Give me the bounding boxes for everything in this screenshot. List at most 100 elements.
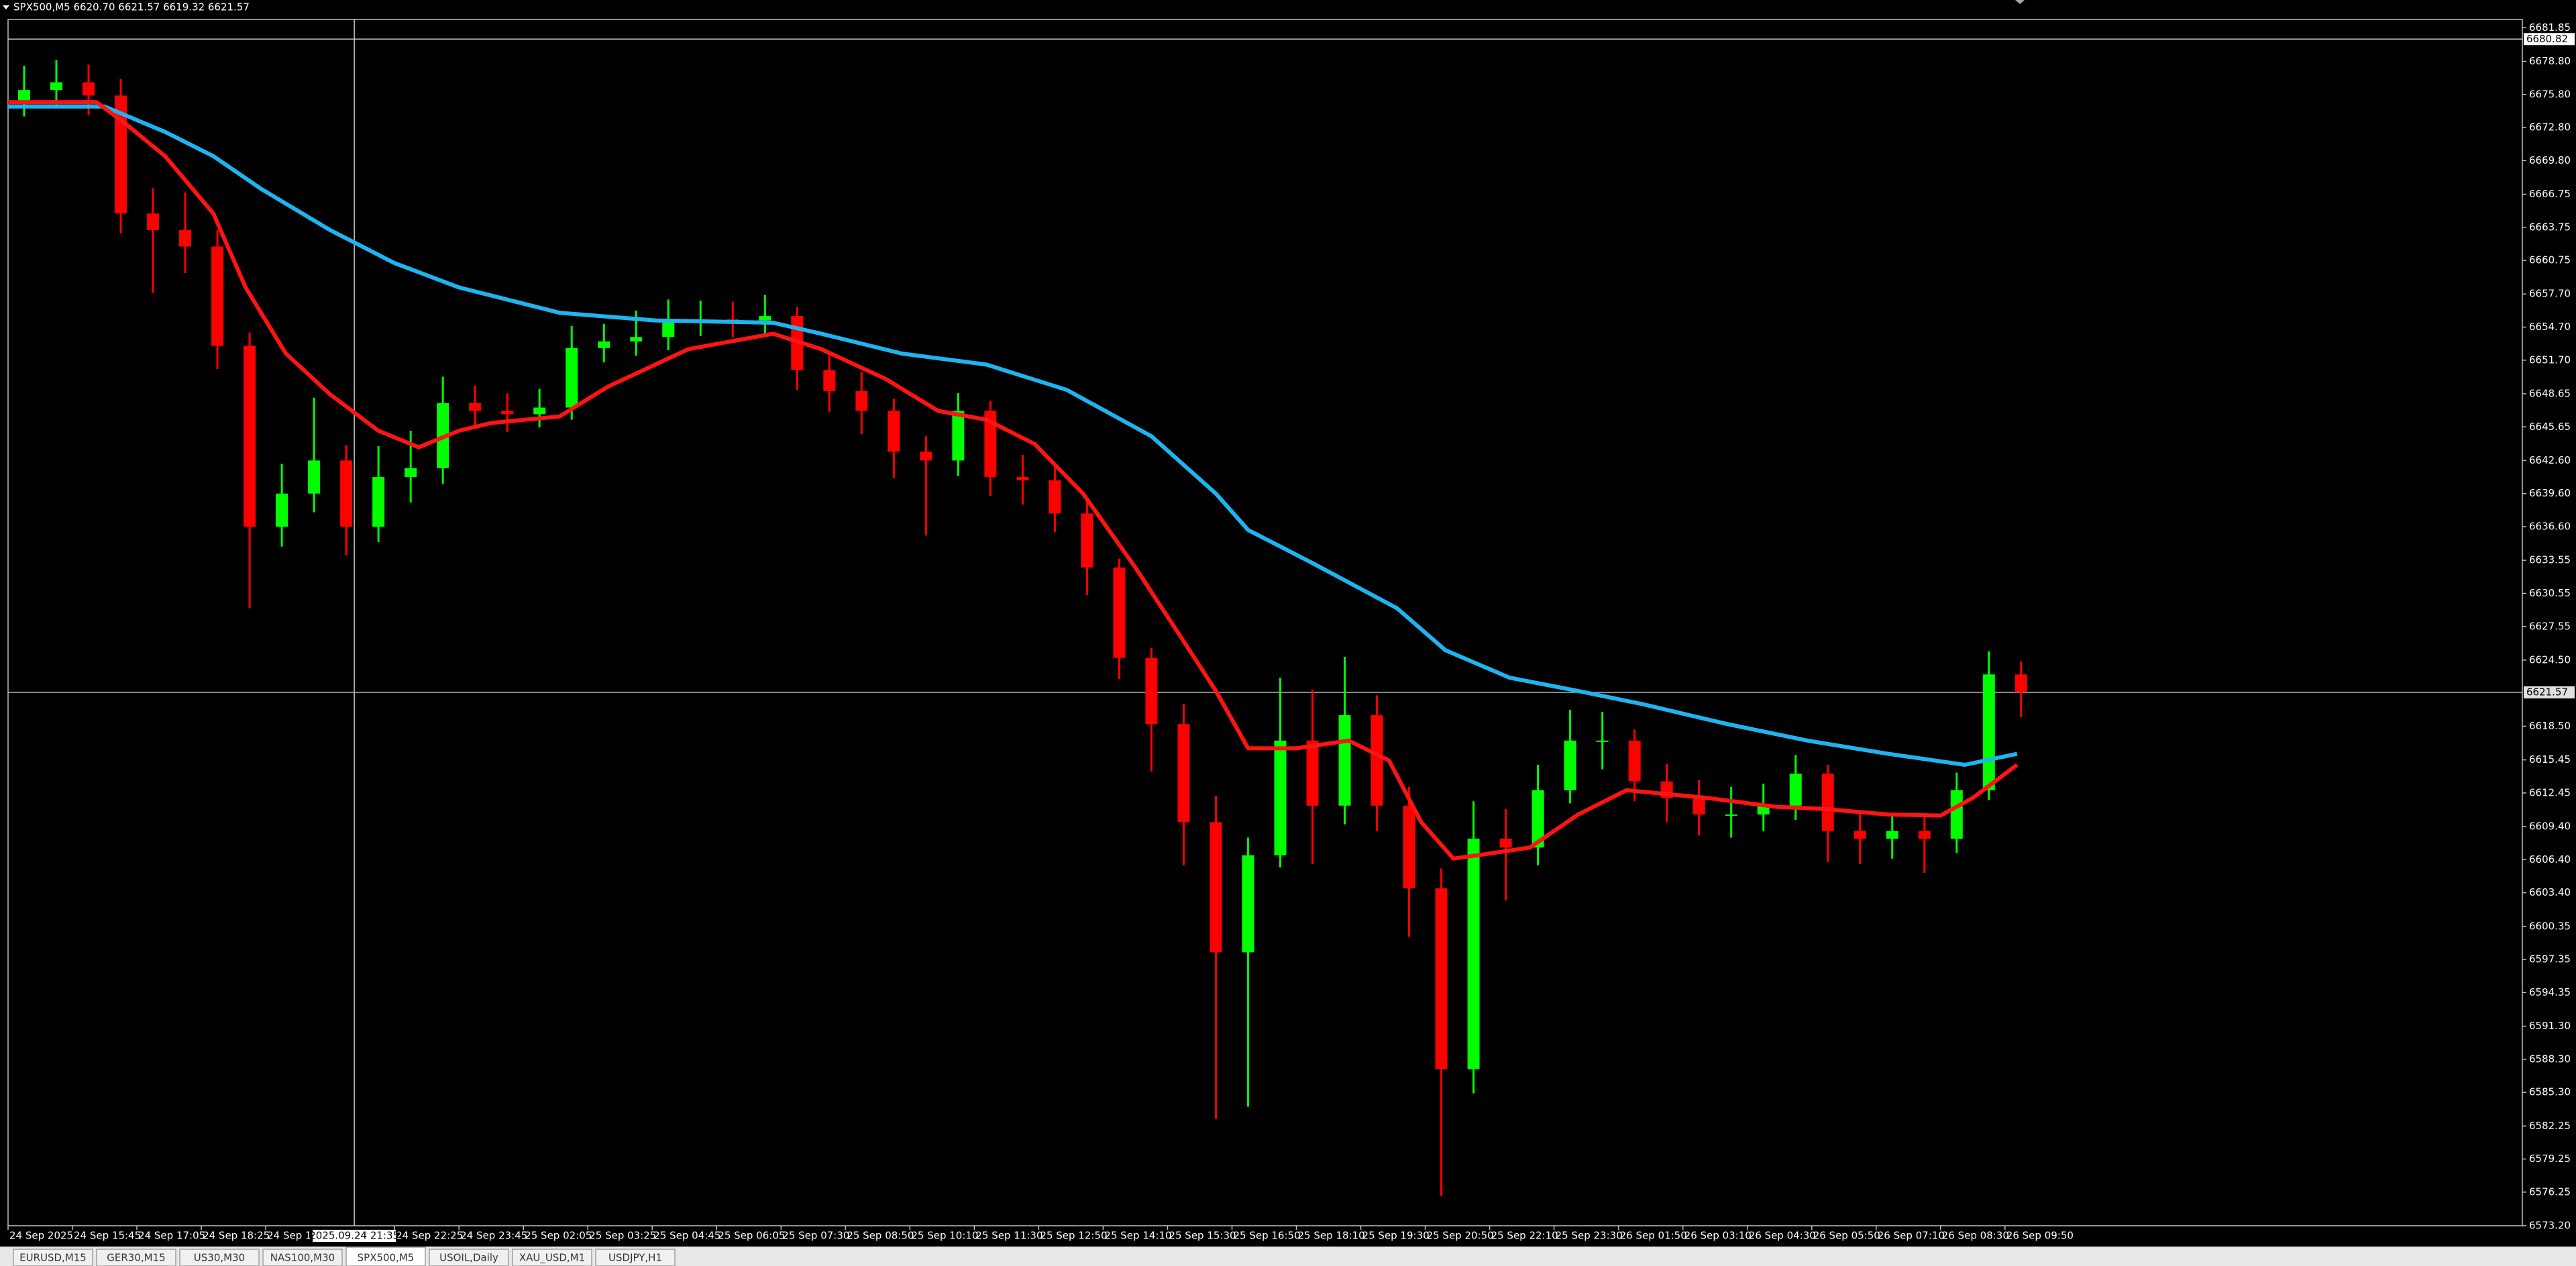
- candle-body: [823, 370, 836, 391]
- crosshair-time-label: 2025.09.24 21:35: [309, 1230, 399, 1242]
- candle-body: [1854, 831, 1866, 839]
- symbol-tab[interactable]: [262, 1249, 343, 1266]
- y-tick-label: 6666.75: [2529, 188, 2571, 200]
- candle-body: [276, 493, 288, 527]
- candle-body: [533, 407, 546, 415]
- y-tick-label: 6624.50: [2529, 653, 2571, 666]
- candle-body: [1467, 839, 1480, 1069]
- candle-body: [566, 348, 578, 408]
- candle-body: [1435, 888, 1448, 1069]
- symbol-tab-label[interactable]: US30,M30: [194, 1252, 245, 1264]
- candle-body: [630, 337, 643, 341]
- moving-average: [8, 104, 2018, 767]
- x-tick-label: 25 Sep 04:45: [653, 1230, 720, 1242]
- current-price-label: 6621.57: [2526, 686, 2568, 698]
- candle-body: [469, 403, 482, 411]
- x-tick-label: 25 Sep 07:30: [782, 1230, 849, 1242]
- y-tick-label: 6606.40: [2529, 853, 2571, 865]
- symbol-tab[interactable]: [512, 1249, 592, 1266]
- menu-arrow[interactable]: [3, 5, 9, 9]
- candle-body: [1049, 480, 1061, 514]
- candle-body: [1081, 513, 1093, 568]
- candle-body: [1177, 724, 1190, 823]
- symbol-tab[interactable]: [595, 1249, 676, 1266]
- y-tick-label: 6576.25: [2529, 1185, 2571, 1198]
- candle-body: [115, 95, 127, 214]
- candle-body: [1371, 715, 1383, 806]
- y-tick-label: 6648.65: [2529, 387, 2571, 399]
- symbol-tab[interactable]: [345, 1247, 426, 1266]
- candle-body: [1596, 740, 1609, 742]
- x-tick-label: 25 Sep 22:10: [1491, 1230, 1558, 1242]
- x-tick-label: 24 Sep 2025: [9, 1230, 73, 1242]
- x-tick-label: 26 Sep 07:10: [1878, 1230, 1945, 1242]
- y-tick-label: 6675.80: [2529, 88, 2571, 100]
- x-tick-label: 25 Sep 18:10: [1298, 1230, 1365, 1242]
- symbol-tab-label[interactable]: USDJPY,H1: [608, 1252, 662, 1264]
- x-tick-label: 25 Sep 14:10: [1104, 1230, 1171, 1242]
- y-tick-label: 6669.80: [2529, 154, 2571, 166]
- x-tick-label: 26 Sep 01:50: [1620, 1230, 1687, 1242]
- x-tick-label: 25 Sep 02:05: [525, 1230, 592, 1242]
- candle-body: [1821, 774, 1834, 831]
- x-tick-label: 26 Sep 03:10: [1684, 1230, 1752, 1242]
- y-tick-label: 6600.35: [2529, 920, 2571, 932]
- symbol-tab[interactable]: [13, 1249, 93, 1266]
- candle-body: [855, 390, 868, 411]
- candle-body: [662, 322, 675, 337]
- x-tick-label: 26 Sep 09:50: [2006, 1230, 2074, 1242]
- candle-body: [984, 411, 997, 478]
- crosshair-price-box: [2524, 33, 2575, 46]
- candle-body: [372, 477, 385, 527]
- y-tick-label: 6591.30: [2529, 1020, 2571, 1032]
- candle-body: [50, 82, 63, 91]
- symbol-tab-label[interactable]: XAU_USD,M1: [519, 1252, 585, 1265]
- y-tick-label: 6633.55: [2529, 554, 2571, 566]
- candle-body: [888, 411, 900, 452]
- y-tick-label: 6672.80: [2529, 121, 2571, 134]
- candle-body: [501, 411, 514, 415]
- candle-body: [308, 460, 321, 494]
- symbol-tab[interactable]: [179, 1249, 260, 1266]
- y-tick-label: 6597.35: [2529, 953, 2571, 965]
- y-tick-label: 6639.60: [2529, 487, 2571, 499]
- y-tick-label: 6657.70: [2529, 288, 2571, 300]
- y-tick-label: 6630.55: [2529, 587, 2571, 599]
- x-tick-label: 25 Sep 20:50: [1427, 1230, 1494, 1242]
- x-tick-label: 25 Sep 10:10: [911, 1230, 978, 1242]
- y-tick-label: 6663.75: [2529, 221, 2571, 233]
- candle-body: [1886, 831, 1898, 839]
- candle-body: [1693, 798, 1705, 814]
- symbol-tab[interactable]: [429, 1249, 509, 1266]
- y-tick-label: 6582.25: [2529, 1120, 2571, 1132]
- candle-body: [1274, 740, 1287, 855]
- x-tick-label: 24 Sep 17:05: [138, 1230, 205, 1242]
- x-tick-label: 25 Sep 12:50: [1040, 1230, 1107, 1242]
- x-tick-label: 25 Sep 11:30: [975, 1230, 1042, 1242]
- y-tick-label: 6615.45: [2529, 753, 2571, 766]
- current-price-box: [2524, 686, 2575, 699]
- candle-body: [920, 452, 932, 461]
- candle-body: [18, 90, 31, 103]
- candle-body: [1725, 814, 1737, 816]
- candle-body: [1403, 805, 1415, 889]
- candle-body: [952, 411, 965, 461]
- symbol-tab-label[interactable]: EURUSD,M15: [19, 1252, 87, 1264]
- candle-body: [598, 341, 610, 348]
- symbol-tab-label[interactable]: USOIL,Daily: [439, 1252, 498, 1264]
- symbol-tab-label[interactable]: NAS100,M30: [270, 1252, 335, 1264]
- x-tick-label: 26 Sep 08:30: [1942, 1230, 2009, 1242]
- candle-body: [244, 346, 256, 527]
- candle-body: [147, 213, 160, 230]
- symbol-tab[interactable]: [96, 1249, 176, 1266]
- candle-body: [1628, 740, 1641, 782]
- candle-body: [1145, 657, 1158, 725]
- x-tick-label: 26 Sep 05:50: [1813, 1230, 1880, 1242]
- symbol-tab-label[interactable]: SPX500,M5: [358, 1252, 415, 1264]
- candle-body: [1016, 477, 1029, 480]
- candle-body: [1338, 715, 1351, 806]
- symbol-tab-label[interactable]: GER30,M15: [107, 1252, 165, 1264]
